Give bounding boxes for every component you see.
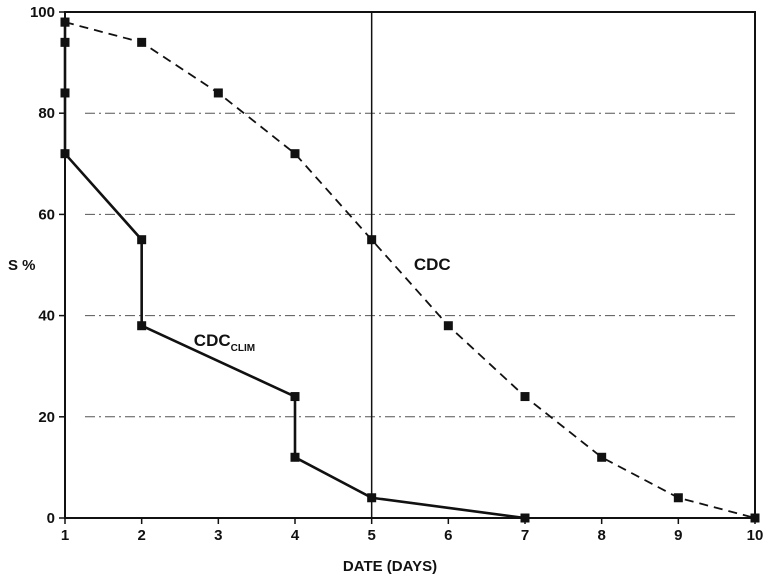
x-tick-label: 1 (61, 527, 69, 544)
data-point-cdc (673, 493, 683, 503)
x-axis-title: DATE (DAYS) (343, 558, 437, 575)
x-tick-label: 9 (674, 527, 682, 544)
data-point-cdc (213, 88, 223, 98)
y-tick-label: 20 (38, 409, 55, 426)
x-tick-label: 3 (214, 527, 222, 544)
series-label-cdc-clim-name: CDC (194, 331, 231, 350)
data-point-cdc-clim (60, 37, 70, 47)
y-axis-title: S % (8, 257, 36, 274)
data-point-cdc (137, 37, 147, 47)
gridlines (85, 112, 735, 418)
data-point-cdc-clim (60, 149, 70, 159)
data-point-cdc-clim (290, 392, 300, 402)
y-tick-label: 100 (30, 4, 55, 21)
data-point-cdc (290, 149, 300, 159)
data-point-cdc (520, 392, 530, 402)
series-line-cdc (64, 21, 756, 519)
series-label-cdc: CDC (414, 255, 451, 274)
data-point-cdc-clim (137, 235, 147, 245)
data-point-cdc-clim (367, 493, 377, 503)
x-tick-label: 10 (747, 527, 764, 544)
data-point-cdc-clim (60, 88, 70, 98)
x-tick-label: 8 (597, 527, 605, 544)
y-tick-label: 60 (38, 206, 55, 223)
y-tick-label: 80 (38, 105, 55, 122)
data-point-cdc (597, 452, 607, 462)
y-tick-label: 0 (47, 510, 55, 527)
x-tick-label: 4 (291, 527, 300, 544)
data-point-cdc (367, 235, 377, 245)
series-label-cdc-name: CDC (414, 255, 451, 274)
series-label-cdc-clim: CDCCLIM (194, 331, 255, 354)
data-point-cdc-clim (290, 452, 300, 462)
x-tick-label: 2 (137, 527, 145, 544)
x-tick-label: 5 (367, 527, 375, 544)
data-point-cdc (443, 321, 453, 331)
series-layer (60, 17, 760, 523)
x-tick-label: 6 (444, 527, 452, 544)
y-tick-label: 40 (38, 308, 55, 325)
series-label-cdc-clim-subscript: CLIM (231, 343, 255, 354)
series-line-cdc-clim (63, 22, 526, 520)
plot-frame (64, 11, 756, 519)
data-point-cdc-clim (60, 17, 70, 27)
x-tick-label: 7 (521, 527, 529, 544)
data-point-cdc-clim (137, 321, 147, 331)
